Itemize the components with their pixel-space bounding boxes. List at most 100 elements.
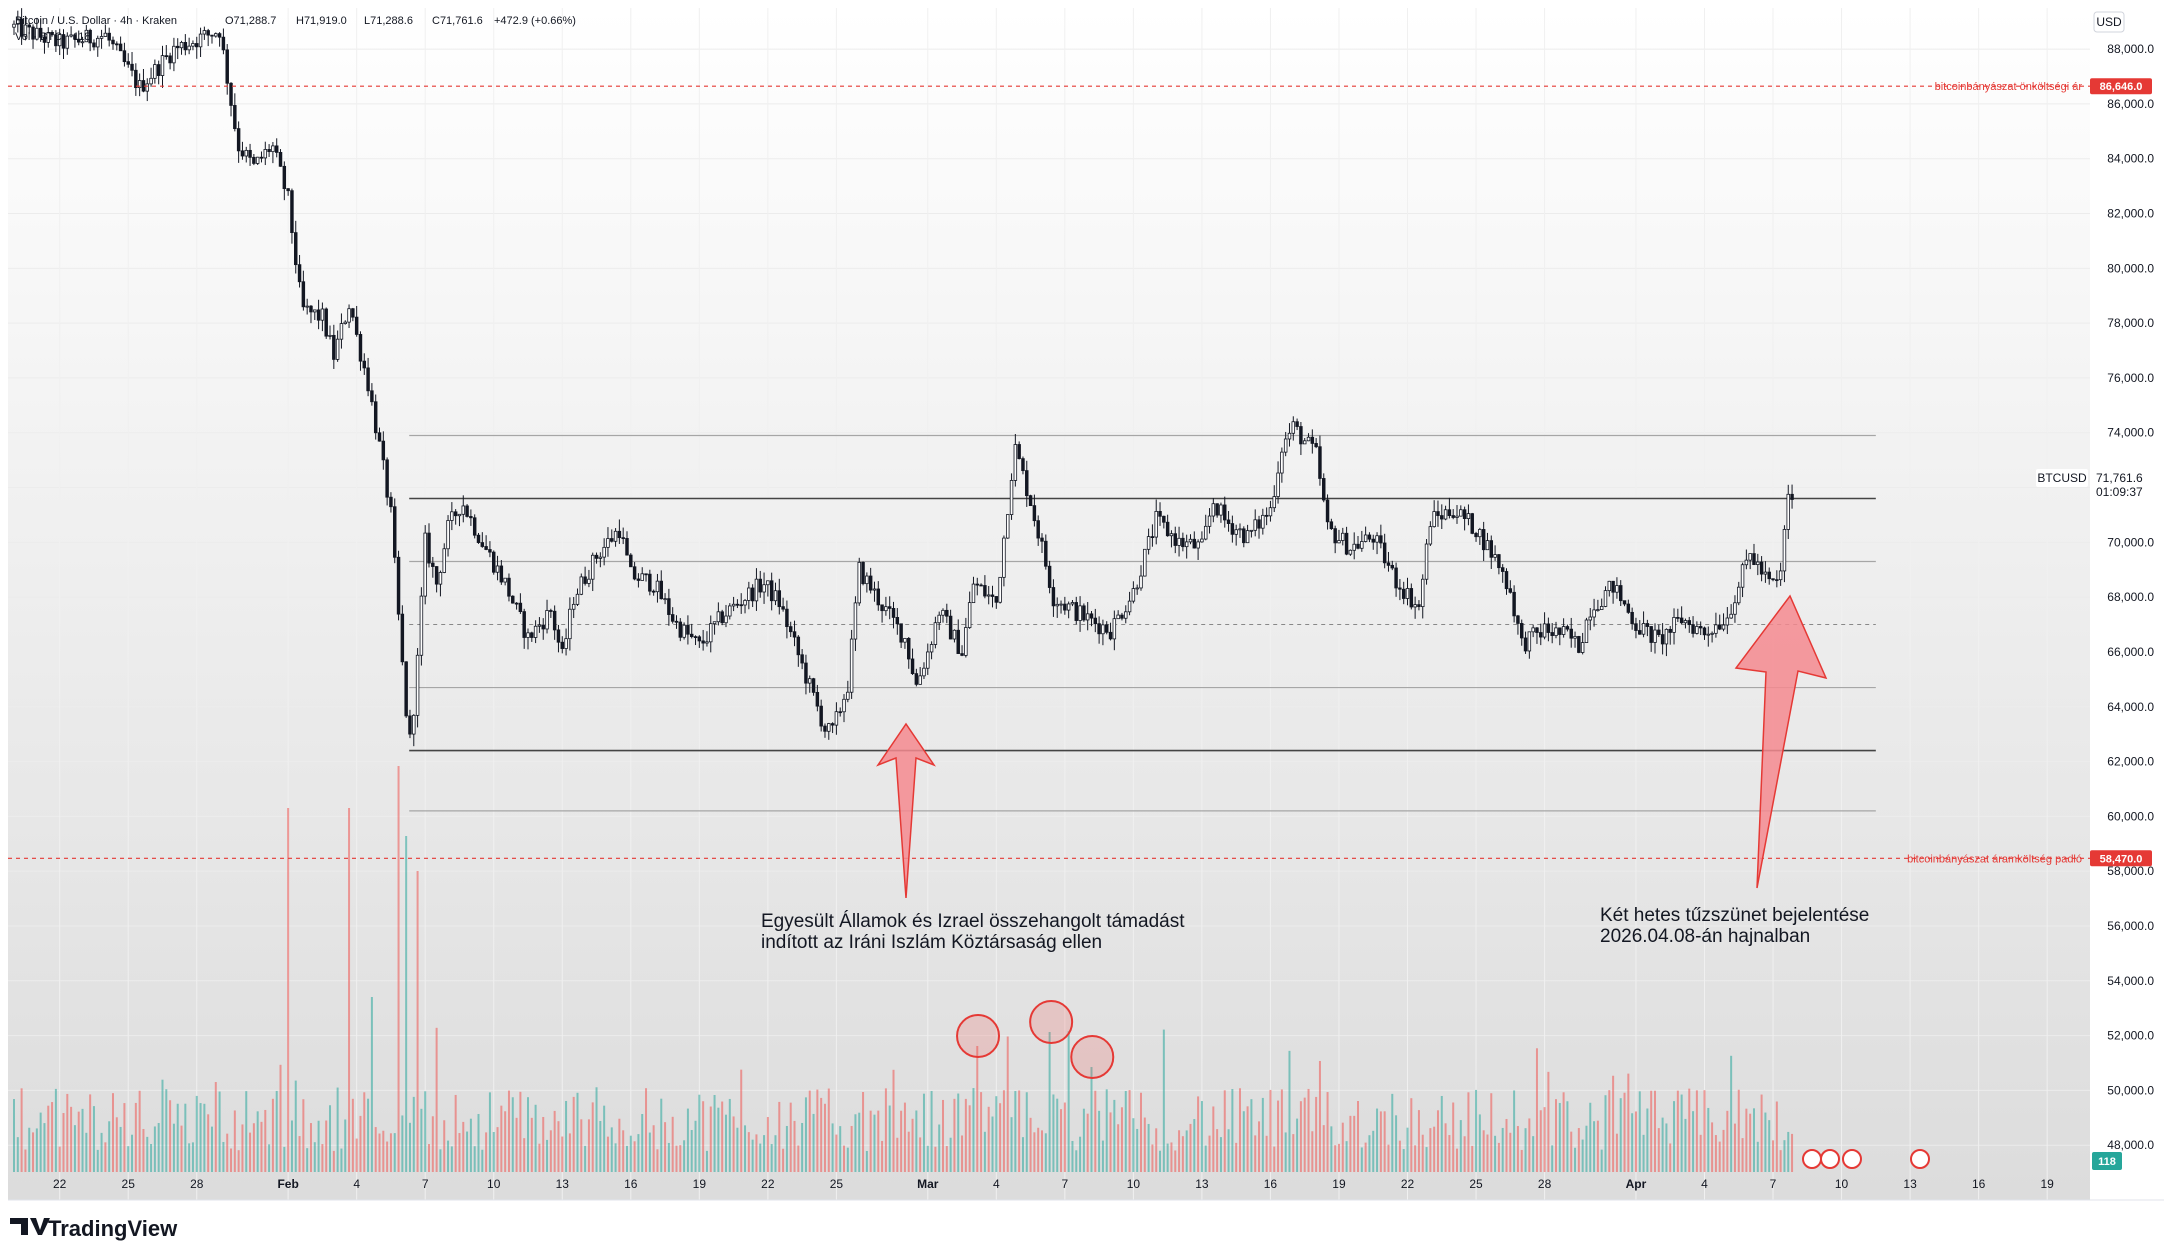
volume-bar: [264, 1109, 267, 1172]
volume-bar: [1772, 1140, 1775, 1172]
volume-bar: [549, 1130, 552, 1172]
candle-body: [1668, 628, 1672, 633]
candle-body: [773, 590, 778, 602]
candle-body: [99, 36, 104, 39]
candle-body: [274, 145, 279, 153]
candle-body: [747, 587, 751, 601]
candle-body: [819, 705, 823, 727]
volume-bar: [964, 1098, 967, 1172]
volume-bar: [1593, 1121, 1596, 1172]
volume-bar: [138, 1090, 141, 1172]
candle-body: [1660, 634, 1665, 645]
volume-bar: [1402, 1149, 1405, 1172]
candle-body: [61, 34, 66, 49]
volume-bar: [39, 1112, 42, 1172]
event-flag-icon[interactable]: [1802, 1149, 1822, 1169]
candle-body: [1436, 511, 1440, 516]
candle-body: [149, 77, 153, 85]
candle-body: [861, 561, 865, 585]
candle-body: [960, 653, 964, 656]
volume-bar: [1242, 1111, 1245, 1172]
volume-bar: [306, 1148, 309, 1172]
currency-button[interactable]: [2093, 11, 2125, 33]
candle-body: [895, 617, 900, 625]
legend-symbol[interactable]: Bitcoin / U.S. Dollar · 4h · Kraken: [15, 15, 177, 27]
volume-bar: [199, 1103, 202, 1172]
candle-body: [267, 149, 271, 153]
volume-bar: [1292, 1134, 1295, 1172]
x-tick-label: 4: [1701, 1177, 1708, 1191]
volume-bar: [1577, 1128, 1580, 1172]
candle-body: [1413, 604, 1417, 608]
volume-bar: [930, 1090, 933, 1172]
volume-bar: [313, 1142, 316, 1172]
candle-body: [739, 604, 743, 607]
candle-body: [621, 537, 625, 540]
candle-body: [640, 573, 644, 581]
volume-bar: [325, 1120, 328, 1172]
candle-body: [1695, 626, 1699, 634]
candle-body: [1645, 623, 1650, 627]
volume-bar: [744, 1125, 747, 1172]
volume-bar: [1056, 1098, 1059, 1172]
candle-body: [1116, 614, 1120, 620]
volume-bar: [191, 1142, 194, 1172]
candle-body: [1424, 543, 1429, 580]
volume-bar: [184, 1103, 187, 1172]
candle-body: [830, 723, 835, 726]
candle-body: [1714, 624, 1718, 634]
candle-body: [1188, 538, 1193, 543]
volume-bar: [1060, 1109, 1063, 1172]
volume-bar: [995, 1096, 998, 1172]
candle-body: [1489, 540, 1494, 558]
volume-bar: [633, 1141, 636, 1172]
x-tick-label: 28: [190, 1177, 204, 1191]
volume-bar: [1162, 1029, 1165, 1172]
price-axis-ticks: 48,000.0 50,000.0 52,000.0 54,000.0 56,000.0…: [2107, 42, 2154, 1152]
candle-body: [709, 623, 713, 643]
candle-body: [389, 496, 393, 508]
event-flag-icon[interactable]: [1820, 1149, 1840, 1169]
volume-bar: [1223, 1090, 1226, 1172]
volume-bar: [801, 1122, 804, 1172]
volume-bar: [645, 1088, 648, 1172]
volume-bar: [309, 1123, 312, 1172]
candle-body: [1124, 611, 1128, 619]
volume-bar: [709, 1106, 712, 1172]
candle-body: [941, 609, 945, 616]
volume-bar: [195, 1095, 198, 1172]
candle-body: [1539, 632, 1543, 638]
candle-body: [507, 577, 511, 597]
volume-bar: [789, 1102, 792, 1172]
event-flags[interactable]: [1802, 1149, 1930, 1169]
volume-bar: [728, 1098, 731, 1172]
volume-bar: [1703, 1090, 1706, 1172]
candle-body: [92, 42, 96, 48]
candle-body: [792, 631, 797, 638]
volume-bar: [332, 1150, 335, 1172]
candle-body: [57, 34, 62, 47]
volume-bar: [1756, 1141, 1759, 1172]
candle-body: [1173, 533, 1177, 546]
candle-body: [446, 520, 450, 550]
volume-bar: [1128, 1090, 1131, 1172]
candle-body: [335, 338, 340, 360]
volume-bar: [123, 1103, 126, 1172]
legend-volume-label[interactable]: Vol · BTC: [15, 31, 62, 43]
volume-bar: [336, 1087, 339, 1172]
price-axis-pane[interactable]: [2090, 8, 2164, 1200]
candle-body: [438, 572, 443, 585]
volume-bar: [1273, 1146, 1276, 1172]
candle-body: [868, 575, 873, 591]
volume-bar: [1528, 1118, 1531, 1172]
candle-body: [431, 562, 435, 567]
event-flag-icon[interactable]: [1910, 1149, 1930, 1169]
volume-bar: [808, 1090, 811, 1172]
candle-body: [994, 596, 999, 603]
event-flag-icon[interactable]: [1842, 1149, 1862, 1169]
volume-bar: [492, 1131, 495, 1172]
volume-bar: [393, 1133, 396, 1172]
volume-bar: [1383, 1111, 1386, 1172]
candle-body: [1527, 631, 1532, 652]
